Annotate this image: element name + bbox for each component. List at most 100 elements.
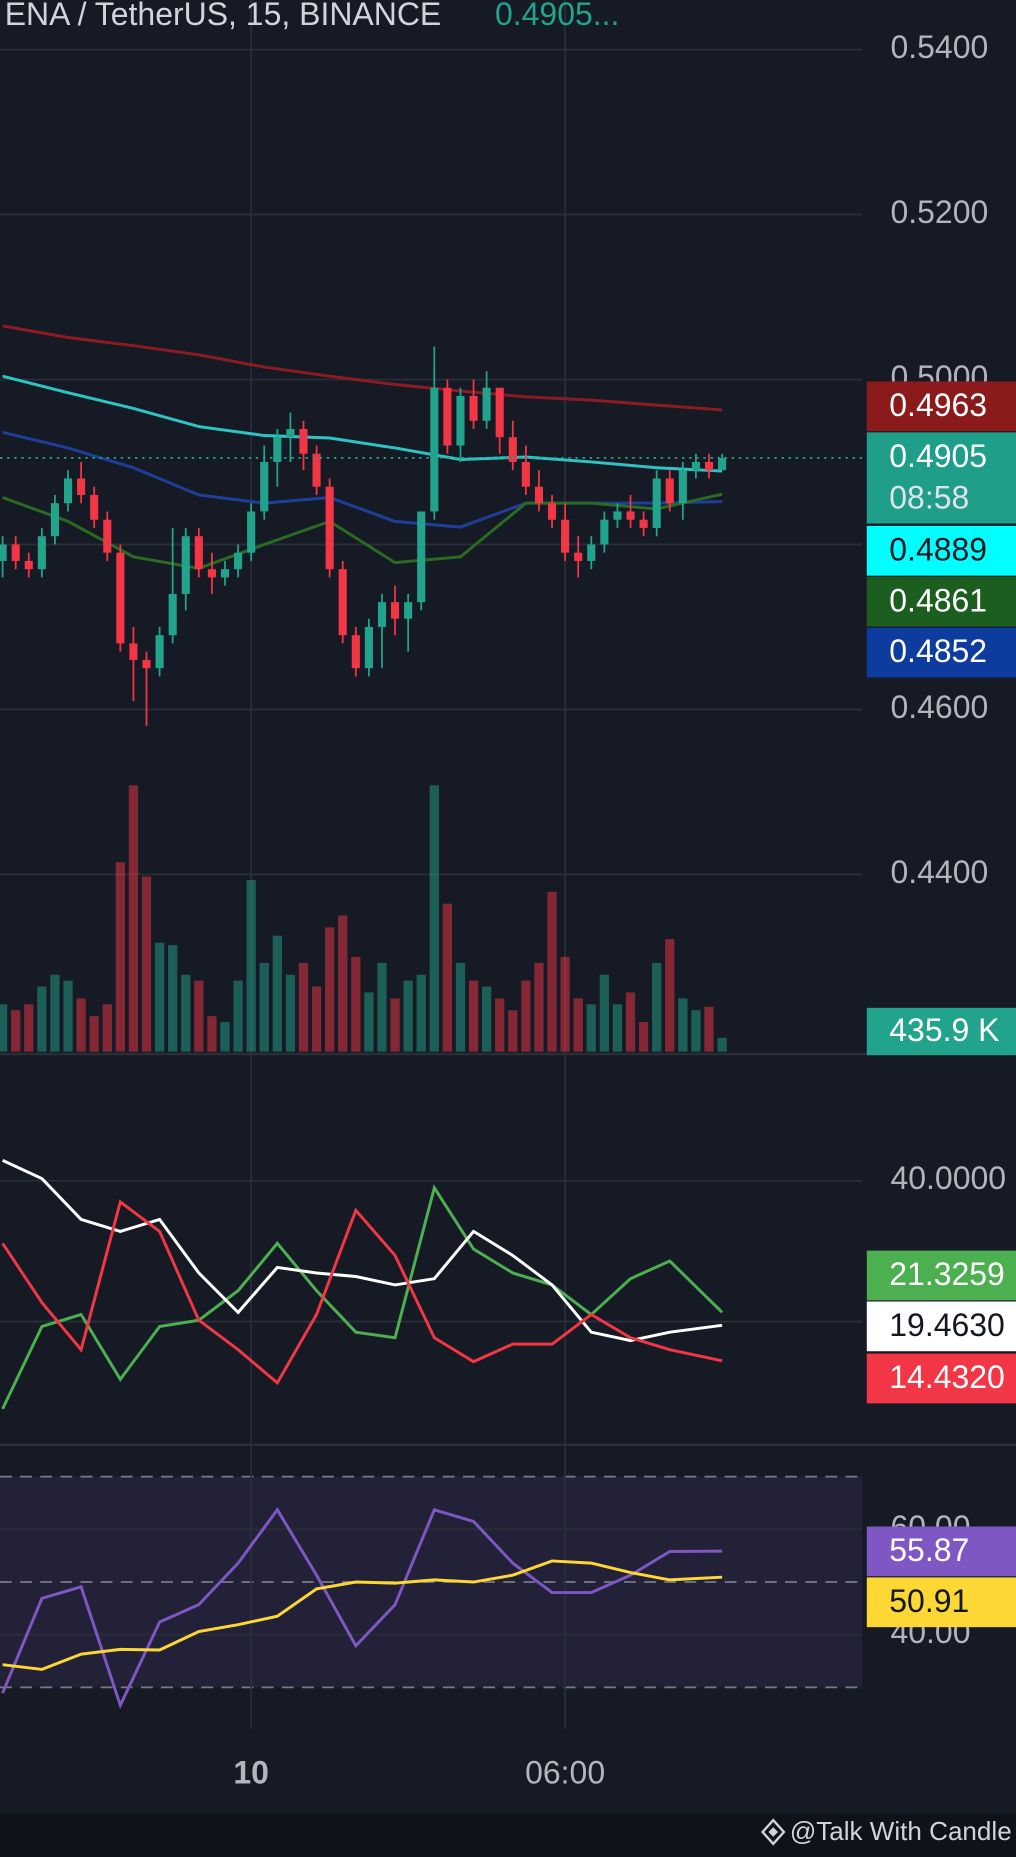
candle-body: [11, 544, 20, 561]
volume-bar: [508, 1010, 518, 1052]
pane-separator: [0, 1052, 1016, 1056]
volume-bar: [403, 980, 413, 1052]
watermark-icon: [760, 1818, 786, 1846]
candle-body: [377, 602, 387, 627]
volume-bar: [625, 992, 636, 1052]
volume-bar: [665, 939, 675, 1052]
candle-body: [234, 552, 243, 570]
candle-body: [469, 395, 478, 421]
badge-label: 55.87: [889, 1532, 969, 1568]
volume-bar: [128, 785, 139, 1052]
volume-bar: [691, 1010, 701, 1052]
volume-bar: [298, 962, 309, 1052]
volume-bar: [194, 980, 204, 1052]
volume-bar: [246, 879, 256, 1052]
candle-body: [0, 544, 7, 561]
candle-body: [678, 470, 687, 504]
badge-label: 19.4630: [889, 1307, 1005, 1343]
candle-body: [691, 461, 700, 471]
candle-body: [260, 461, 269, 512]
candle-body: [626, 511, 635, 520]
badges-layer: 0.4963 0.4905 08:58 0.4889 0.4861 0.4852 435.9…: [866, 381, 1016, 1628]
price-badge: [866, 576, 1016, 627]
volume-bar: [468, 980, 479, 1052]
volume-bar: [259, 962, 269, 1052]
indicator-line: [1, 1507, 723, 1710]
candle-body: [50, 503, 59, 537]
price-badge: [866, 1353, 1016, 1404]
candle-body: [142, 659, 151, 669]
candle-body: [247, 511, 256, 553]
volume-bar: [560, 956, 570, 1052]
volume-bar: [115, 862, 125, 1052]
chart-title: ENA / TetherUS, 15, BINANCE: [5, 0, 442, 32]
volume-bar: [181, 974, 191, 1052]
candle-body: [90, 494, 99, 520]
x-tick-label: 10: [233, 1755, 269, 1791]
candle-body: [312, 453, 321, 487]
y-tick-label: 0.4600: [890, 689, 988, 725]
candle-body: [665, 478, 674, 504]
y-tick-label: 0.4400: [890, 854, 988, 890]
volume-bar: [390, 998, 400, 1052]
footer-bar: [0, 1814, 1016, 1857]
x-tick-label: 06:00: [525, 1755, 605, 1791]
candle-body: [443, 387, 452, 446]
badge-label: 435.9 K: [889, 1012, 999, 1048]
grid-layer: 0.54000.52000.50000.48000.46000.440040.0…: [0, 0, 1006, 1791]
volume-bar: [377, 962, 387, 1052]
candle-body: [574, 552, 583, 561]
volume-bar: [638, 1022, 649, 1052]
volume-bar: [573, 998, 583, 1052]
volume-bar: [416, 974, 426, 1052]
y-tick-label: 0.5400: [890, 29, 988, 65]
volume-bar: [102, 1004, 112, 1052]
candle-body: [103, 519, 112, 553]
candle-body: [63, 478, 73, 504]
price-badge: [866, 525, 1016, 576]
candle-body: [194, 536, 203, 570]
candle-body: [181, 536, 190, 594]
candle-body: [417, 511, 426, 603]
candle-body: [639, 519, 648, 528]
volume-bar: [455, 962, 466, 1052]
candle-body: [325, 486, 334, 570]
candle-body: [718, 457, 727, 471]
indicator-line: [1, 1159, 723, 1343]
volume-bar: [154, 942, 165, 1052]
volume-bar: [24, 1004, 34, 1052]
volume-bar: [37, 986, 47, 1052]
marks-layer: [0, 324, 863, 1710]
volume-bar: [0, 1004, 8, 1052]
volume-bar: [311, 986, 322, 1052]
volume-bar: [481, 986, 492, 1052]
y-tick-label: 40.0000: [890, 1160, 1006, 1196]
volume-bar: [76, 998, 86, 1052]
candle-body: [561, 519, 570, 553]
candle-body: [207, 569, 216, 578]
candle-body: [220, 569, 230, 578]
badge-label: 50.91: [889, 1583, 969, 1619]
volume-bar: [495, 998, 505, 1052]
indicator-line: [1, 1184, 724, 1410]
candle-body: [351, 635, 360, 669]
candle-body: [482, 387, 491, 421]
volume-bar: [704, 1006, 714, 1052]
volume-bar: [233, 980, 243, 1052]
indicator-line: [1, 1199, 723, 1386]
candle-body: [129, 643, 138, 660]
volume-bar: [678, 998, 688, 1052]
badge-label: 0.4889: [889, 531, 987, 567]
indicator-line: [2, 374, 723, 473]
candle-body: [547, 503, 557, 520]
volume-bar: [612, 1004, 623, 1052]
volume-bar: [521, 980, 531, 1052]
badge-label: 0.4905: [889, 438, 987, 474]
volume-bar: [364, 992, 374, 1052]
indicator-line: [2, 492, 723, 570]
candle-body: [495, 387, 504, 438]
price-badge: [866, 1577, 1016, 1628]
volume-bar: [652, 962, 662, 1052]
